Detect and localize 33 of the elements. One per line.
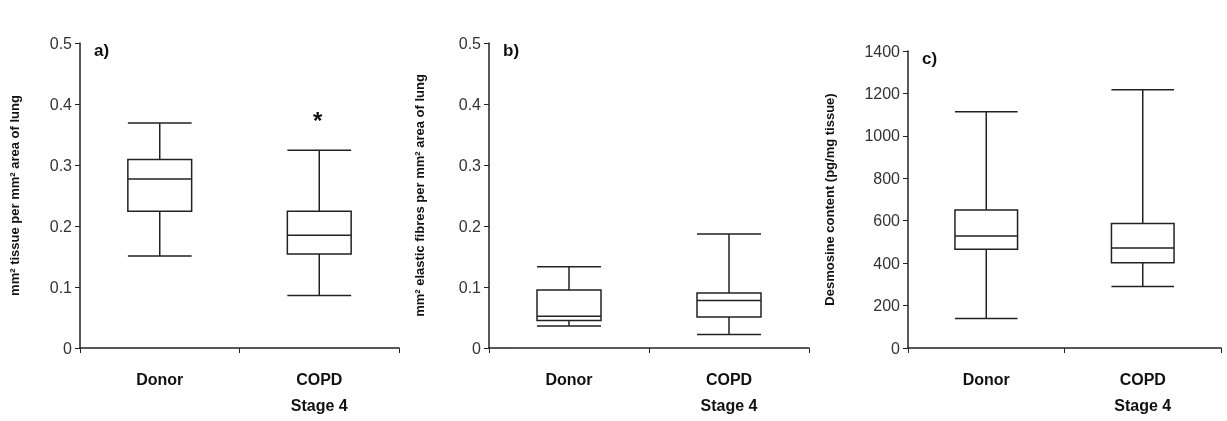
y-tick-label: 800	[873, 169, 901, 187]
y-tick-label: 1400	[864, 42, 901, 60]
y-tick-label: 0.4	[458, 95, 482, 113]
y-tick-label: 0.3	[458, 156, 482, 174]
x-tick-label: Donor	[545, 370, 593, 388]
y-tick-label: 600	[873, 212, 901, 230]
annotation: *	[313, 106, 323, 134]
y-axis-title: Desmosine content (pg/mg tissue)	[822, 93, 837, 306]
y-tick-label: 0.5	[458, 34, 482, 52]
x-tick-label: COPD Stage 4	[700, 370, 758, 414]
y-tick-label: 0	[891, 339, 901, 357]
y-tick-label: 0.2	[458, 217, 482, 235]
y-tick-label: 0	[472, 339, 482, 357]
y-tick-label: 400	[873, 254, 901, 272]
x-tick-label: Donor	[136, 370, 184, 388]
y-tick-label: 0.5	[49, 34, 73, 52]
chart-title: a)	[94, 41, 110, 60]
y-tick-label: 0.1	[49, 278, 73, 296]
x-tick-label: COPD Stage 4	[1114, 370, 1172, 414]
chart-title: c)	[922, 49, 938, 68]
y-tick-label: 0.3	[49, 156, 73, 174]
y-tick-label: 0.1	[458, 278, 482, 296]
x-tick-label: Donor	[962, 370, 1010, 388]
y-tick-label: 200	[873, 297, 901, 315]
y-axis-title: mm² elastic fibres per mm² area of lung	[412, 74, 427, 317]
x-tick-label: COPD Stage 4	[290, 370, 348, 414]
y-axis-title: mm² tissue per mm² area of lung	[7, 95, 22, 296]
y-tick-label: 0.4	[49, 95, 73, 113]
y-tick-label: 1000	[864, 127, 901, 145]
chart-title: b)	[503, 41, 520, 60]
y-tick-label: 1200	[864, 84, 901, 102]
y-tick-label: 0.2	[49, 217, 73, 235]
y-tick-label: 0	[63, 339, 73, 357]
